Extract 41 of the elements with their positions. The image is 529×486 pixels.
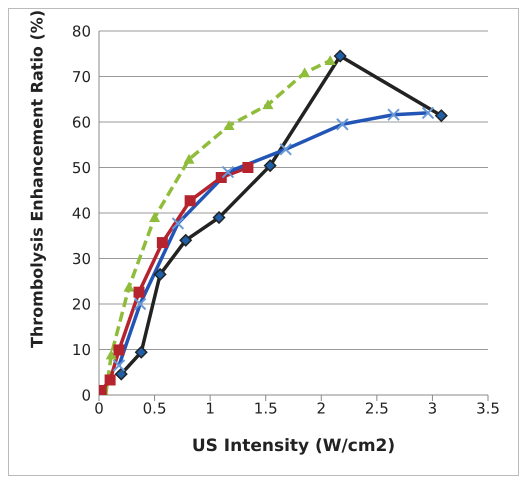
point — [114, 368, 128, 380]
y-tick-label: 0 — [81, 386, 91, 404]
y-axis-title: Thrombolysis Enhancement Ratio (%) — [28, 10, 47, 348]
point — [149, 212, 160, 222]
point — [242, 162, 254, 173]
point — [216, 172, 227, 184]
point — [106, 349, 117, 360]
point — [212, 211, 226, 224]
point — [124, 282, 135, 292]
point — [134, 346, 148, 358]
point — [154, 268, 166, 281]
point — [224, 120, 235, 130]
point — [334, 50, 346, 62]
point — [324, 55, 336, 65]
x-tick-label: 1.5 — [254, 400, 278, 418]
y-tick-label: 50 — [72, 158, 91, 177]
point — [264, 159, 276, 172]
x-tick-label: 1 — [205, 400, 215, 418]
point — [184, 154, 195, 164]
x-tick-label: 3.5 — [476, 400, 500, 418]
point — [179, 234, 192, 247]
y-tick-label: 30 — [72, 250, 91, 268]
point — [156, 237, 168, 248]
y-tick-label: 70 — [72, 68, 91, 86]
x-tick-label: 3 — [428, 400, 438, 418]
x-tick-label: 2.5 — [364, 400, 389, 418]
point — [262, 99, 274, 110]
point — [134, 286, 145, 298]
x-tick-label: 2 — [316, 400, 326, 418]
y-tick-label: 40 — [72, 204, 91, 222]
x-tick-label: 0.5 — [142, 400, 166, 418]
y-tick-label: 60 — [72, 113, 91, 132]
x-tick-label: 0 — [94, 400, 104, 418]
y-tick-label: 80 — [72, 22, 91, 40]
x-axis-title: US Intensity (W/cm2) — [192, 436, 396, 456]
y-tick-label: 10 — [72, 340, 91, 359]
point — [104, 374, 116, 386]
y-tick-label: 20 — [72, 295, 91, 314]
point — [184, 195, 196, 206]
point — [114, 344, 125, 356]
point — [435, 109, 448, 122]
